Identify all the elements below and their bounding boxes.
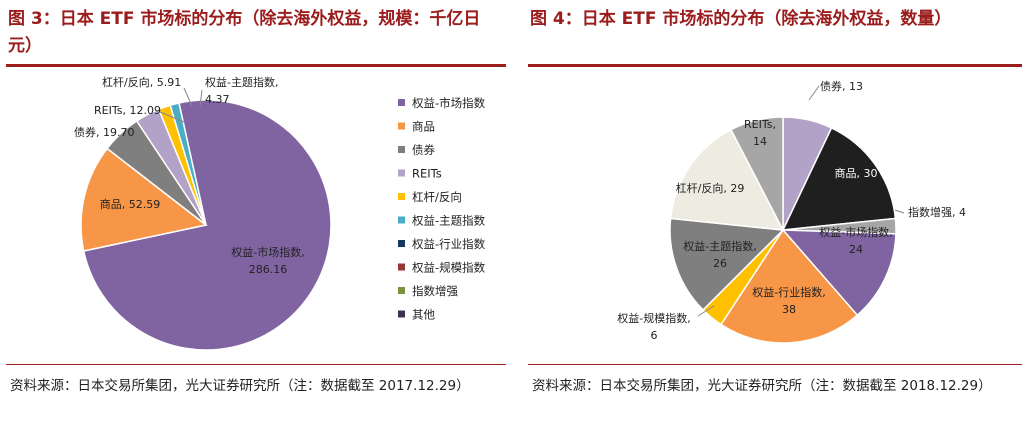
fig3-legend-swatch-其他 bbox=[398, 310, 405, 318]
fig3-data-labels: 权益-市场指数, 286.16 商品, 52.59 债券, 19.70 REITs, 1… bbox=[74, 75, 305, 276]
figure-4-source: 资料来源：日本交易所集团，光大证券研究所（注：数据截至 2018.12.29） bbox=[532, 378, 992, 394]
fig4-data-label-商品: 商品, 30 bbox=[835, 166, 878, 180]
fig4-data-label-reits: REITs, 14 bbox=[744, 118, 776, 148]
fig3-legend-label-指数增强: 指数增强 bbox=[412, 284, 458, 298]
fig3-legend-label-债券: 债券 bbox=[412, 143, 435, 157]
fig4-slice-权益-行业指数 bbox=[719, 228, 859, 344]
source-rule bbox=[528, 364, 1022, 365]
fig3-legend-label-其他: 其他 bbox=[412, 308, 435, 322]
figure-4-pie-chart: 债券, 13 商品, 30 指数增强, 4 权益-市场指数, 24 权益-行业指数, 38 权… bbox=[617, 79, 966, 344]
title-rule bbox=[528, 64, 1022, 67]
fig4-data-label-权益-行业指数: 权益-行业指数, 38 bbox=[752, 285, 825, 316]
fig3-data-label-杠杆-反向: 杠杆/反向, 5.91 bbox=[102, 75, 181, 89]
figure-3-source: 资料来源：日本交易所集团，光大证券研究所（注：数据截至 2017.12.29） bbox=[10, 378, 470, 394]
fig3-legend-swatch-reits bbox=[398, 169, 405, 177]
fig3-legend-swatch-杠杆-反向 bbox=[398, 193, 405, 200]
fig3-slice-商品 bbox=[80, 147, 208, 252]
fig4-data-label-权益-市场指数: 权益-市场指数, 24 bbox=[819, 225, 892, 256]
fig3-legend-label-权益-行业指数: 权益-行业指数 bbox=[412, 237, 486, 251]
fig4-slice-reits bbox=[729, 116, 784, 231]
fig4-data-label-权益-规模指数: 权益-规模指数, 6 bbox=[617, 311, 690, 342]
fig3-data-label-债券: 债券, 19.70 bbox=[74, 125, 134, 139]
fig4-data-label-权益-主题指数: 权益-主题指数, 26 bbox=[683, 239, 756, 270]
fig3-legend-swatch-债券 bbox=[398, 146, 405, 153]
fig3-legend-swatch-权益-市场指数 bbox=[398, 99, 405, 106]
title-rule bbox=[6, 64, 506, 67]
fig4-data-label-杠杆-反向: 杠杆/反向, 29 bbox=[676, 181, 745, 195]
fig3-legend-label-reits: REITs bbox=[412, 167, 442, 181]
fig3-legend-label-权益-规模指数: 权益-规模指数 bbox=[412, 261, 486, 275]
figure-3-title: 图 3：日本 ETF 市场标的分布（除去海外权益，规模：千亿日元） bbox=[8, 9, 481, 56]
fig4-data-label-债券: 债券, 13 bbox=[820, 79, 863, 93]
fig3-data-label-权益-市场指数: 权益-市场指数, 286.16 bbox=[231, 245, 304, 276]
fig3-legend-swatch-商品 bbox=[398, 122, 405, 130]
fig3-leader-line bbox=[159, 111, 185, 123]
fig3-data-label-reits: REITs, 12.09 bbox=[94, 104, 161, 117]
figure-3-panel: 图 3：日本 ETF 市场标的分布（除去海外权益，规模：千亿日元） 权益-市场指… bbox=[0, 0, 510, 434]
fig4-leader-line bbox=[808, 85, 820, 101]
fig3-legend-swatch-权益-主题指数 bbox=[398, 216, 405, 224]
fig3-legend-label-商品: 商品 bbox=[412, 120, 435, 134]
fig4-data-labels: 债券, 13 商品, 30 指数增强, 4 权益-市场指数, 24 权益-行业指数, 38 权… bbox=[617, 79, 966, 342]
fig3-data-label-权益-主题指数: 权益-主题指数, 4.37 bbox=[205, 75, 278, 106]
fig3-legend-swatch-权益-行业指数 bbox=[398, 240, 405, 247]
fig3-legend-label-权益-主题指数: 权益-主题指数 bbox=[412, 214, 486, 228]
fig3-leader-line bbox=[199, 89, 203, 107]
fig4-slice-杠杆-反向 bbox=[669, 128, 785, 231]
fig3-legend-label-权益-市场指数: 权益-市场指数 bbox=[412, 96, 486, 110]
fig3-legend-swatch-权益-规模指数 bbox=[398, 263, 405, 271]
fig4-slices bbox=[669, 116, 897, 344]
fig3-data-label-商品: 商品, 52.59 bbox=[100, 197, 160, 211]
fig3-slice-权益-市场指数 bbox=[82, 99, 332, 350]
fig3-legend-label-杠杆-反向: 杠杆/反向 bbox=[412, 190, 462, 204]
fig4-data-label-指数增强: 指数增强, 4 bbox=[908, 205, 966, 219]
source-rule bbox=[6, 364, 506, 365]
figure-4-panel: 图 4：日本 ETF 市场标的分布（除去海外权益，数量） 债券, 13 商品, 3… bbox=[522, 0, 1024, 434]
fig3-leader-line bbox=[183, 87, 193, 107]
fig3-slices bbox=[80, 99, 332, 350]
figure-4-title: 图 4：日本 ETF 市场标的分布（除去海外权益，数量） bbox=[530, 9, 952, 29]
figure-3-pie-chart: 权益-市场指数, 286.16 商品, 52.59 债券, 19.70 REITs, 1… bbox=[74, 75, 486, 350]
fig4-slice-权益-市场指数 bbox=[781, 229, 897, 317]
fig3-slice-权益-主题指数 bbox=[169, 102, 207, 226]
fig4-slice-商品 bbox=[781, 126, 897, 231]
fig4-slice-权益-主题指数 bbox=[669, 217, 785, 311]
fig3-legend-swatch-指数增强 bbox=[398, 287, 405, 294]
fig4-leader-line bbox=[697, 305, 715, 317]
fig4-leader-line bbox=[894, 209, 905, 214]
